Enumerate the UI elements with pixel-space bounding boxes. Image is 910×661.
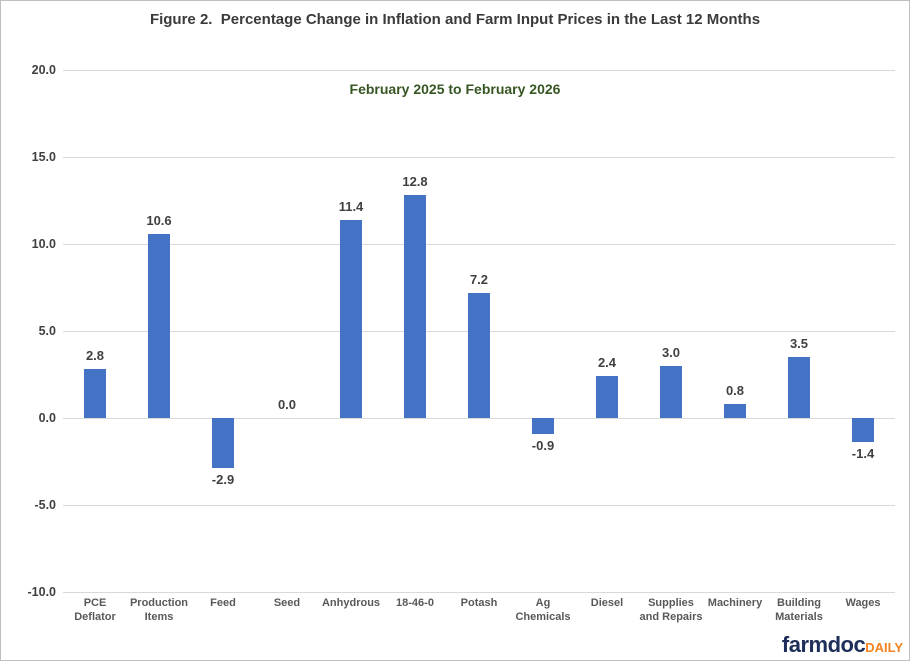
category-label: Wages <box>845 597 881 609</box>
category-label: Diesel <box>590 597 624 609</box>
category-label: Machinery <box>707 597 763 609</box>
y-axis-tick-label: -10.0 <box>27 585 57 599</box>
bar-value-label: 12.8 <box>402 174 428 190</box>
bar <box>212 418 234 469</box>
y-axis-tick-label: -5.0 <box>34 498 56 512</box>
bar-value-label: -1.4 <box>851 446 875 462</box>
bar-value-label: 0.0 <box>277 397 297 412</box>
category-label: Supplies and Repairs <box>639 597 703 623</box>
gridline <box>63 504 895 506</box>
gridline <box>63 156 895 158</box>
category-label: Building Materials <box>775 597 823 623</box>
bar-value-label: 3.5 <box>789 336 809 352</box>
bar <box>660 365 682 418</box>
bar <box>724 404 746 418</box>
bar-value-label: 2.4 <box>597 355 617 371</box>
category-label: Feed <box>210 597 236 609</box>
chart-subtitle: February 2025 to February 2026 <box>349 81 561 97</box>
bar-value-label: -2.9 <box>211 472 235 488</box>
gridline <box>63 417 895 419</box>
bar <box>148 233 170 418</box>
bar-value-label: 0.8 <box>725 383 745 399</box>
y-axis-tick-label: 5.0 <box>38 324 56 338</box>
bar <box>788 357 810 418</box>
farmdoc-daily-logo: farmdocDAILY <box>782 634 903 659</box>
y-axis-tick-label: 20.0 <box>31 63 56 77</box>
bar <box>852 418 874 443</box>
category-label: Seed <box>273 597 301 609</box>
gridline <box>63 591 895 593</box>
logo-farmdoc-text: farmdoc <box>781 632 866 657</box>
bar-value-label: -0.9 <box>531 437 555 453</box>
bar <box>532 418 554 434</box>
category-label: PCE Deflator <box>74 597 116 623</box>
logo-daily-text: DAILY <box>865 640 903 655</box>
category-label: Potash <box>460 597 498 609</box>
gridline <box>63 69 895 71</box>
bar-value-label: 10.6 <box>146 212 172 228</box>
category-label: Anhydrous <box>321 597 381 609</box>
y-axis-tick-label: 0.0 <box>38 411 56 425</box>
gridline <box>63 243 895 245</box>
category-label: Production Items <box>129 597 189 623</box>
bar <box>404 195 426 418</box>
category-label: 18-46-0 <box>396 597 434 609</box>
bar <box>468 292 490 418</box>
y-axis-tick-label: 10.0 <box>31 237 56 251</box>
y-axis-tick-label: 15.0 <box>31 150 56 164</box>
bar-value-label: 3.0 <box>661 344 681 360</box>
bar <box>596 376 618 418</box>
bar-value-label: 2.8 <box>85 348 105 364</box>
bar <box>84 369 106 418</box>
bar-value-label: 7.2 <box>469 271 489 287</box>
category-label: Ag Chemicals <box>515 597 571 623</box>
chart-title: Figure 2. Percentage Change in Inflation… <box>149 11 761 28</box>
bar-value-label: 11.4 <box>338 198 364 214</box>
bar <box>340 219 362 418</box>
